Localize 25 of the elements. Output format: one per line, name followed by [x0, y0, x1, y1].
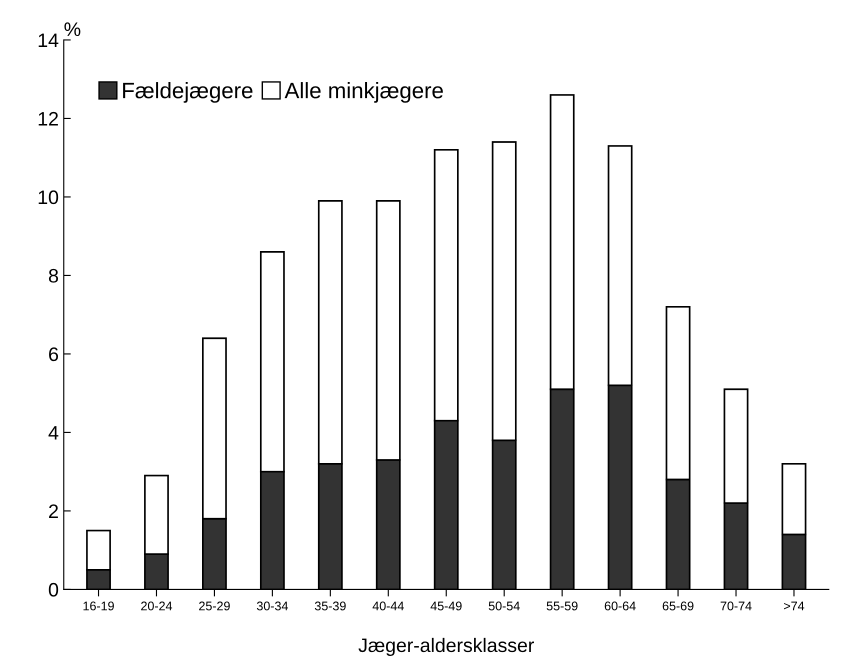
- y-tick-label: 6: [49, 347, 58, 362]
- legend-label: Fældejægere: [123, 82, 252, 103]
- x-tick-label: 35-39: [314, 602, 346, 610]
- x-tick-label: 25-29: [199, 602, 230, 610]
- x-tick-label: 65-69: [662, 602, 694, 610]
- x-tick-label: >74: [784, 602, 804, 610]
- x-tick-label: 20-24: [141, 602, 172, 610]
- x-tick-label: 70-74: [720, 602, 752, 610]
- y-tick-label: 14: [38, 34, 58, 48]
- y-axis-title: %: [64, 22, 80, 36]
- x-tick-label: 30-34: [256, 602, 288, 610]
- x-tick-label: 40-44: [372, 602, 404, 610]
- y-tick-label: 4: [48, 426, 58, 440]
- x-axis-title: Jæger-aldersklasser: [358, 638, 534, 656]
- x-tick-label: 50-54: [488, 602, 520, 610]
- y-tick-label: 0: [48, 582, 58, 597]
- legend-label: Alle minkjægere: [284, 82, 443, 103]
- y-tick-label: 10: [38, 190, 58, 204]
- y-tick-label: 2: [49, 504, 58, 518]
- x-tick-label: 45-49: [430, 602, 462, 610]
- x-tick-label: 60-64: [604, 602, 636, 610]
- x-tick-label: 16-19: [83, 602, 114, 610]
- y-tick-label: 12: [38, 112, 58, 126]
- y-tick-label: 8: [48, 268, 58, 283]
- x-tick-label: 55-59: [546, 602, 578, 610]
